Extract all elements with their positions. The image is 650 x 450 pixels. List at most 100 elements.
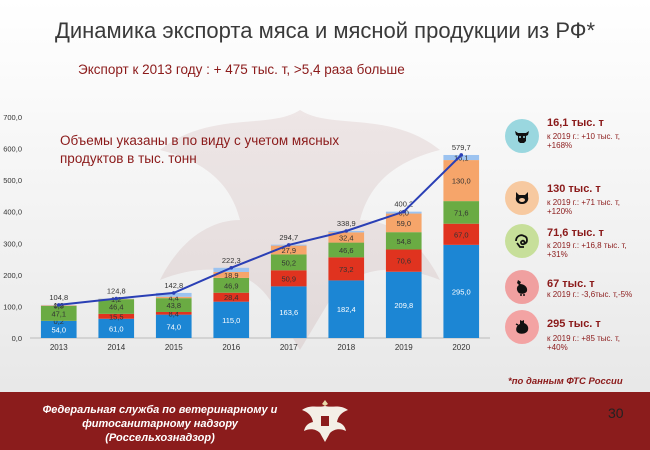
bar-segment <box>213 271 250 278</box>
total-point <box>114 296 119 301</box>
bar-segment <box>328 242 365 258</box>
total-point <box>56 303 61 307</box>
side-change: к 2019 г.: +10 тыс. т, +168% <box>547 132 621 150</box>
bar-segment <box>443 223 480 245</box>
export-stacked-bar-chart: 0,0 100,0 200,0 300,0 400,0 500,0 600,0 700,0 54… <box>3 113 490 352</box>
side-circle <box>505 310 539 344</box>
total-point <box>229 266 234 270</box>
bar-segment <box>213 292 250 302</box>
bar-segment <box>155 296 192 299</box>
data-label: 16,1 <box>454 154 469 163</box>
data-label: 115,0 <box>222 316 240 325</box>
side-change: к 2019 г.: +85 тыс. т, +40% <box>547 334 621 352</box>
side-circle <box>505 119 539 153</box>
data-label: 130,0 <box>452 177 471 186</box>
bar-segment <box>270 245 307 255</box>
side-circle <box>505 181 539 215</box>
side-circle <box>505 224 539 258</box>
y-tick-label: 100,0 <box>3 302 22 311</box>
bar-segment <box>443 154 480 161</box>
data-label: 71,6 <box>454 208 469 217</box>
y-tick-label: 0,0 <box>12 334 22 343</box>
side-change: к 2019 г.: +16,8 тыс. т, +31% <box>547 241 627 259</box>
bar-segment <box>98 313 135 319</box>
data-label: 46,6 <box>339 246 354 255</box>
y-tick-label: 300,0 <box>3 239 22 248</box>
y-tick-label: 200,0 <box>3 271 22 280</box>
data-label: 182,4 <box>337 305 356 314</box>
side-value: 130 тыс. т <box>547 183 601 195</box>
total-line <box>58 154 462 306</box>
bar-segment <box>213 267 250 272</box>
bar-segment <box>155 298 192 312</box>
side-change: к 2019 г.: +71 тыс. т, +120% <box>547 198 621 216</box>
data-label: 32,4 <box>339 233 354 242</box>
bar-segment <box>270 286 307 338</box>
total-point <box>401 209 406 214</box>
bar-segment <box>328 257 365 281</box>
x-tick-label: 2016 <box>222 343 240 352</box>
data-label: 74,0 <box>166 322 181 331</box>
bar-segment <box>385 213 422 233</box>
bar-segment <box>98 318 135 338</box>
side-item-mutton: 71,6 тыс. т к 2019 г.: +16,8 тыс. т, +31… <box>505 224 645 268</box>
data-label: 47,1 <box>51 309 66 318</box>
side-item-beef: 16,1 тыс. т к 2019 г.: +10 тыс. т, +168% <box>505 117 645 157</box>
y-tick-label: 500,0 <box>3 176 22 185</box>
eagle-watermark-icon <box>160 110 440 350</box>
bar-segment <box>443 201 480 224</box>
x-tick-label: 2015 <box>165 343 183 352</box>
data-label: 43,8 <box>166 301 181 310</box>
data-label: 15,5 <box>109 312 124 321</box>
agency-name: Федеральная служба по ветеринарному и фи… <box>42 404 278 444</box>
data-label: 59,0 <box>396 219 411 228</box>
data-label: 46,9 <box>224 281 239 290</box>
bar-segment <box>385 232 422 250</box>
data-label: 50,9 <box>281 274 296 283</box>
bar-segment <box>155 314 192 338</box>
data-label: 209,8 <box>394 301 413 310</box>
data-label: 54,8 <box>396 237 411 246</box>
bar-segment <box>328 232 365 243</box>
data-label: 67,0 <box>454 230 469 239</box>
total-label: 222,3 <box>222 256 241 265</box>
data-label: 163,6 <box>279 308 298 317</box>
bar-segment <box>270 254 307 271</box>
total-label: 400,2 <box>394 200 413 209</box>
total-point <box>286 243 291 247</box>
side-value: 71,6 тыс. т <box>547 227 604 239</box>
x-tick-label: 2018 <box>337 343 355 352</box>
total-point <box>171 291 176 295</box>
data-label: 4,4 <box>169 293 179 302</box>
bar-segment <box>40 320 77 338</box>
bar-segment <box>328 280 365 338</box>
data-label: 28,4 <box>224 293 239 302</box>
total-point <box>459 153 464 157</box>
sheep-icon <box>515 234 528 248</box>
rooster-icon <box>516 280 528 296</box>
data-label: 70,6 <box>396 257 411 266</box>
data-label: 54,0 <box>51 325 66 334</box>
data-label: 27,9 <box>281 246 296 255</box>
bar-segment <box>155 311 192 315</box>
bar-segment <box>385 271 422 338</box>
volume-note: Объемы указаны в по виду с учетом мясных… <box>60 133 340 166</box>
side-change: к 2019 г.: -3,6тыс. т,-5% <box>547 290 633 299</box>
side-value: 16,1 тыс. т <box>547 117 604 129</box>
x-tick-label: 2017 <box>280 343 298 352</box>
bar-segment <box>443 244 480 338</box>
eagle-emblem-icon <box>302 400 348 442</box>
data-label: 18,9 <box>224 271 239 280</box>
x-tick-label: 2019 <box>395 343 413 352</box>
data-label: 50,2 <box>281 258 296 267</box>
bar-segment <box>213 301 250 338</box>
bar-segment <box>213 277 250 293</box>
x-tick-label: 2020 <box>452 343 470 352</box>
bar-segment <box>98 299 135 314</box>
total-label: 124,8 <box>107 287 126 296</box>
side-item-pork: 130 тыс. т к 2019 г.: +71 тыс. т, +120% <box>505 181 645 221</box>
x-tick-label: 2013 <box>50 343 68 352</box>
data-label: 46,4 <box>109 303 124 312</box>
total-label: 294,7 <box>279 233 298 242</box>
